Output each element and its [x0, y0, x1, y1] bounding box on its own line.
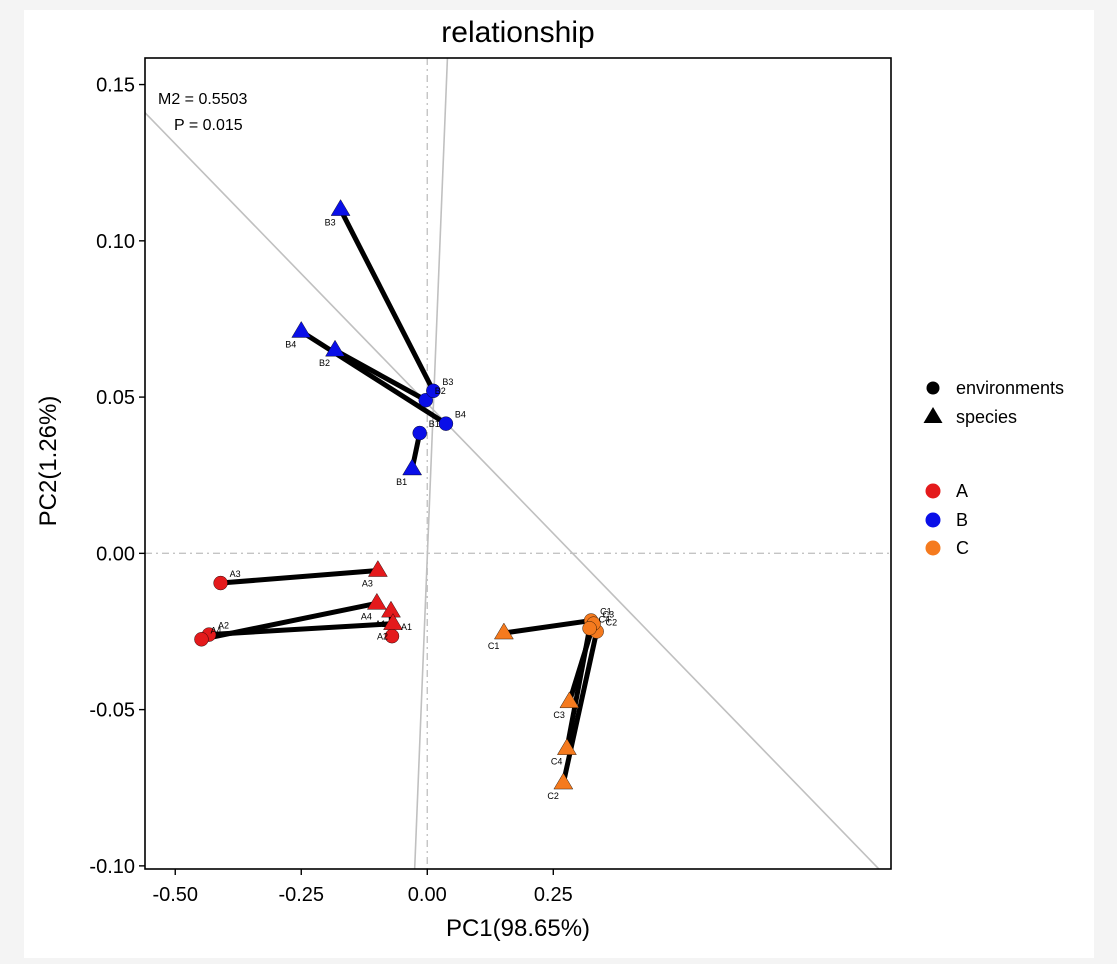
environment-label-b4: B4: [455, 410, 466, 420]
procrustes-link-a3: [220, 568, 379, 586]
x-tick-label: 0.25: [534, 884, 573, 906]
chart-card: relationship A1 A1 A2 A2 A3 A3 A4 A4 B1 B1 B2 B2 B3 B…: [24, 10, 1094, 958]
environment-point-b3: [426, 383, 441, 399]
environment-label-b3: B3: [442, 377, 453, 387]
species-label-a2: A2: [377, 632, 388, 642]
species-label-c2: C2: [547, 791, 559, 801]
environment-point-a1: [384, 628, 400, 644]
y-tick-label: 0.10: [96, 231, 135, 253]
species-label-b2: B2: [319, 358, 330, 368]
procrustes-link-c4: [564, 627, 593, 750]
environment-label-b2: B2: [435, 386, 446, 396]
plot-area: A1A1A2A2A3A3A4A4B1B1B2B2B3B3B4B4C1C1C2C2…: [89, 57, 892, 906]
procrustes-chart: relationship A1A1A2A2A3A3A4A4B1B1B2B2B3B…: [35, 16, 1064, 942]
environment-label-c1: C1: [600, 607, 612, 617]
rotation-line-2: [413, 58, 449, 869]
legend-group-swatch-c: [925, 540, 941, 556]
procrustes-link-c2: [560, 630, 600, 784]
legend: environments species ABC: [923, 378, 1064, 558]
species-label-c1: C1: [488, 641, 500, 651]
environment-point-c4: [582, 621, 597, 636]
environment-label-b1: B1: [429, 419, 440, 429]
rotation-line-1: [145, 112, 881, 869]
species-point-b2: [325, 339, 345, 357]
species-point-c2: [553, 772, 574, 790]
x-tick-label: 0.00: [408, 884, 447, 906]
species-label-b1: B1: [396, 477, 407, 487]
environment-label-a4: A4: [210, 625, 221, 635]
species-point-c4: [557, 738, 577, 755]
environment-point-b1: [412, 425, 427, 441]
species-point-c1: [494, 622, 514, 640]
legend-triangle-icon: [923, 407, 943, 423]
environment-label-a1: A1: [401, 622, 412, 632]
species-point-b4: [291, 321, 312, 338]
x-tick-label: -0.25: [278, 884, 324, 906]
species-label-c3: C3: [553, 710, 565, 720]
legend-group-label-a: A: [956, 481, 968, 501]
species-label-a1: A1: [375, 619, 386, 629]
procrustes-link-b2: [333, 348, 427, 403]
species-label-a3: A3: [362, 579, 373, 589]
p-annotation: P = 0.015: [174, 117, 243, 134]
legend-shape-label-environments: environments: [956, 378, 1064, 398]
species-point-a4: [367, 592, 387, 610]
species-label-b3: B3: [325, 218, 336, 228]
legend-group-swatch-b: [925, 512, 941, 528]
legend-group-swatch-a: [925, 483, 941, 499]
procrustes-link-b4: [299, 329, 448, 426]
chart-title: relationship: [441, 16, 594, 49]
plot-border: [144, 57, 892, 870]
species-point-b1: [402, 458, 422, 476]
species-label-c4: C4: [551, 757, 563, 767]
plot-content: A1A1A2A2A3A3A4A4B1B1B2B2B3B3B4B4C1C1C2C2…: [145, 58, 891, 869]
legend-group-label-b: B: [956, 510, 968, 530]
y-tick-label: -0.10: [89, 856, 135, 878]
environment-point-b4: [438, 416, 454, 431]
x-axis-label: PC1(98.65%): [446, 915, 590, 942]
legend-circle-icon: [926, 381, 940, 395]
y-tick-label: 0.00: [96, 543, 135, 565]
species-point-a3: [368, 560, 388, 577]
species-label-a4: A4: [361, 611, 372, 621]
environment-label-a3: A3: [230, 569, 241, 579]
legend-shape-label-species: species: [956, 407, 1017, 427]
environment-label-c4: C4: [599, 614, 611, 624]
environment-label-c2: C2: [606, 617, 618, 627]
species-point-b3: [330, 199, 351, 216]
m2-annotation: M2 = 0.5503: [158, 91, 248, 108]
procrustes-link-a4: [200, 600, 378, 642]
species-label-b4: B4: [285, 339, 296, 349]
legend-group-label-c: C: [956, 538, 969, 558]
y-axis-label: PC2(1.26%): [35, 396, 62, 527]
x-tick-label: -0.50: [152, 884, 198, 906]
procrustes-link-c1: [503, 618, 592, 636]
environment-label-a2: A2: [218, 621, 229, 631]
procrustes-link-b3: [338, 208, 436, 392]
environment-label-c3: C3: [603, 610, 615, 620]
species-point-c3: [559, 691, 580, 708]
y-tick-label: 0.15: [96, 75, 135, 97]
y-tick-label: -0.05: [89, 700, 135, 722]
environment-point-a3: [213, 575, 228, 591]
environment-point-a4: [194, 632, 209, 647]
y-tick-label: 0.05: [96, 387, 135, 409]
